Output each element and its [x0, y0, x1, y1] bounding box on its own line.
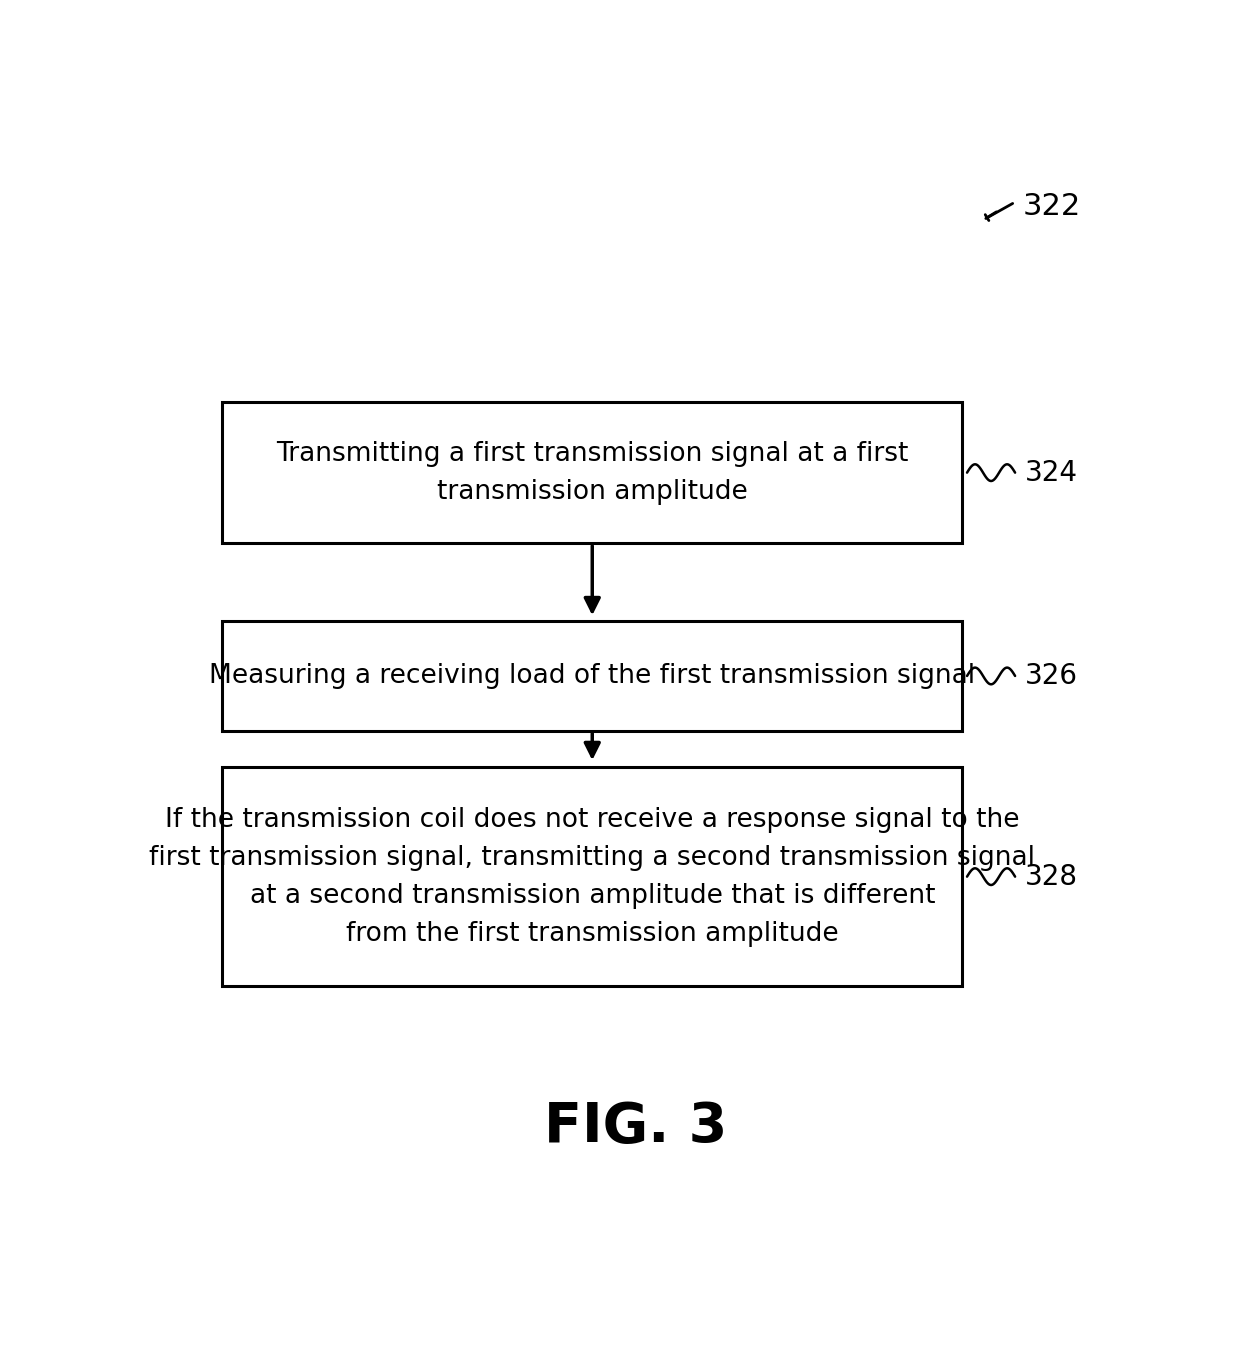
Text: 324: 324 — [1024, 459, 1078, 486]
Bar — [222, 768, 962, 986]
Text: FIG. 3: FIG. 3 — [544, 1099, 727, 1154]
Text: Transmitting a first transmission signal at a first
transmission amplitude: Transmitting a first transmission signal… — [277, 440, 909, 505]
Text: Measuring a receiving load of the first transmission signal: Measuring a receiving load of the first … — [210, 663, 976, 689]
Bar — [222, 621, 962, 731]
Text: 328: 328 — [1024, 862, 1078, 891]
Text: If the transmission coil does not receive a response signal to the
first transmi: If the transmission coil does not receiv… — [149, 807, 1035, 946]
Text: 326: 326 — [1024, 662, 1078, 691]
Text: 322: 322 — [1023, 192, 1081, 221]
Bar — [222, 402, 962, 543]
